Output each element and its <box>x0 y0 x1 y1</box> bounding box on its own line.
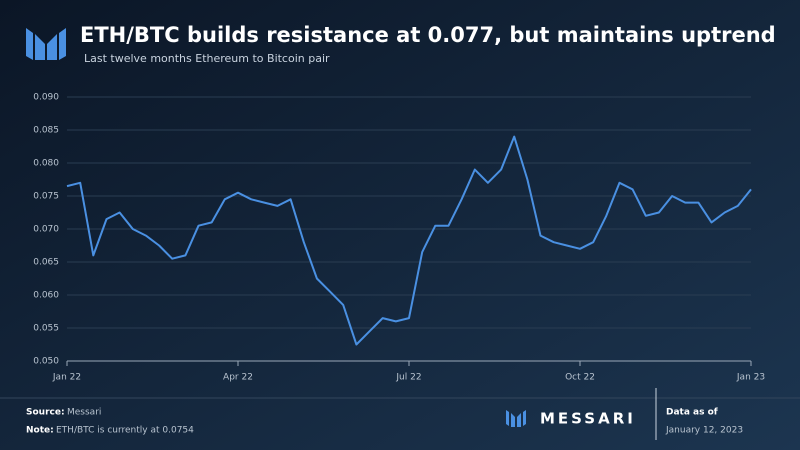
y-tick-label: 0.060 <box>33 291 59 301</box>
note-label: Note: <box>26 426 54 436</box>
y-tick-label: 0.050 <box>33 357 59 367</box>
y-tick-label: 0.075 <box>33 192 59 202</box>
data-as-of: Data as of <box>666 408 718 418</box>
source: Messari <box>67 408 101 418</box>
y-tick-label: 0.085 <box>33 126 59 136</box>
note: ETH/BTC is currently at 0.0754 <box>56 426 194 436</box>
brand-logo <box>506 410 526 427</box>
date: January 12, 2023 <box>665 426 743 436</box>
y-tick-label: 0.055 <box>33 324 59 334</box>
y-tick-label: 0.090 <box>33 93 59 103</box>
brand: MESSARI <box>540 410 636 428</box>
y-tick-label: 0.080 <box>33 159 59 169</box>
x-tick-label: Jan 22 <box>52 373 81 383</box>
price-line <box>66 135 752 346</box>
x-tick-label: Apr 22 <box>223 373 253 383</box>
x-tick-label: Jan 23 <box>736 373 765 383</box>
y-tick-label: 0.070 <box>33 225 59 235</box>
y-tick-label: 0.065 <box>33 258 59 268</box>
chart-subtitle: Last twelve months Ethereum to Bitcoin p… <box>84 52 330 65</box>
logo <box>26 28 66 60</box>
x-tick-label: Jul 22 <box>395 373 421 383</box>
chart-title: ETH/BTC builds resistance at 0.077, but … <box>80 23 776 47</box>
x-tick-label: Oct 22 <box>565 373 595 383</box>
source-label: Source: <box>26 408 65 418</box>
